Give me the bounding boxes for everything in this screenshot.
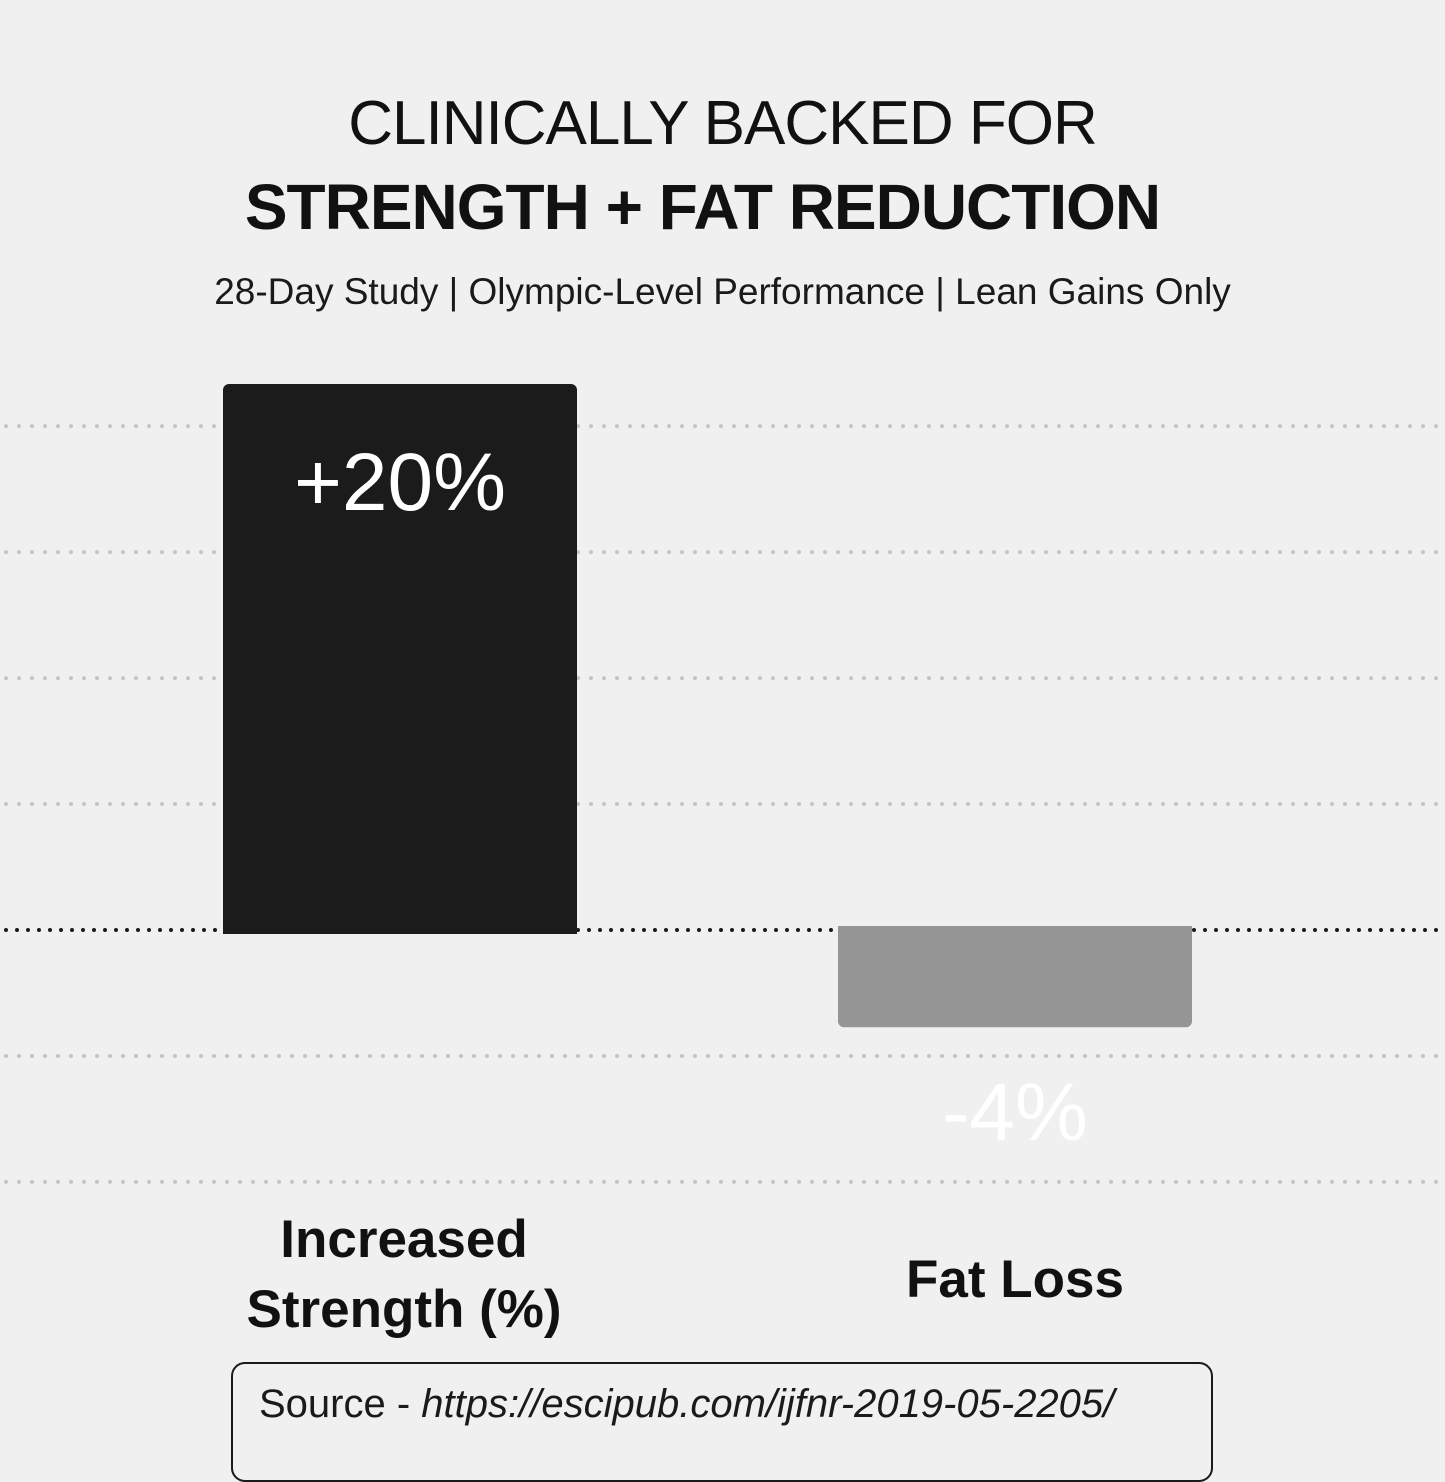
- bar-chart: +20% -4%: [4, 384, 1445, 1184]
- chart-title-line2: STRENGTH + FAT REDUCTION: [244, 171, 1161, 243]
- category-label-increased-strength: Increased Strength (%): [194, 1205, 614, 1345]
- bar-segment: [223, 900, 577, 934]
- source-box: Source - https://escipub.com/ijfnr-2019-…: [231, 1362, 1213, 1482]
- bar-segment: [838, 926, 1192, 960]
- source-link[interactable]: https://escipub.com/ijfnr-2019-05-2205/: [421, 1382, 1115, 1426]
- data-label: -4%: [942, 1067, 1088, 1158]
- chart-subtitle: 28-Day Study | Olympic-Level Performance…: [214, 271, 1231, 312]
- data-label: +20%: [294, 437, 506, 528]
- category-label-line: Increased: [280, 1210, 528, 1269]
- category-label-fat-loss: Fat Loss: [805, 1245, 1225, 1315]
- category-label-line: Strength (%): [246, 1280, 562, 1339]
- source-prefix: Source -: [259, 1382, 422, 1426]
- chart-title-line1: CLINICALLY BACKED FOR: [348, 89, 1098, 158]
- bar-increased-strength: [223, 384, 577, 934]
- category-label-line: Fat Loss: [906, 1250, 1124, 1309]
